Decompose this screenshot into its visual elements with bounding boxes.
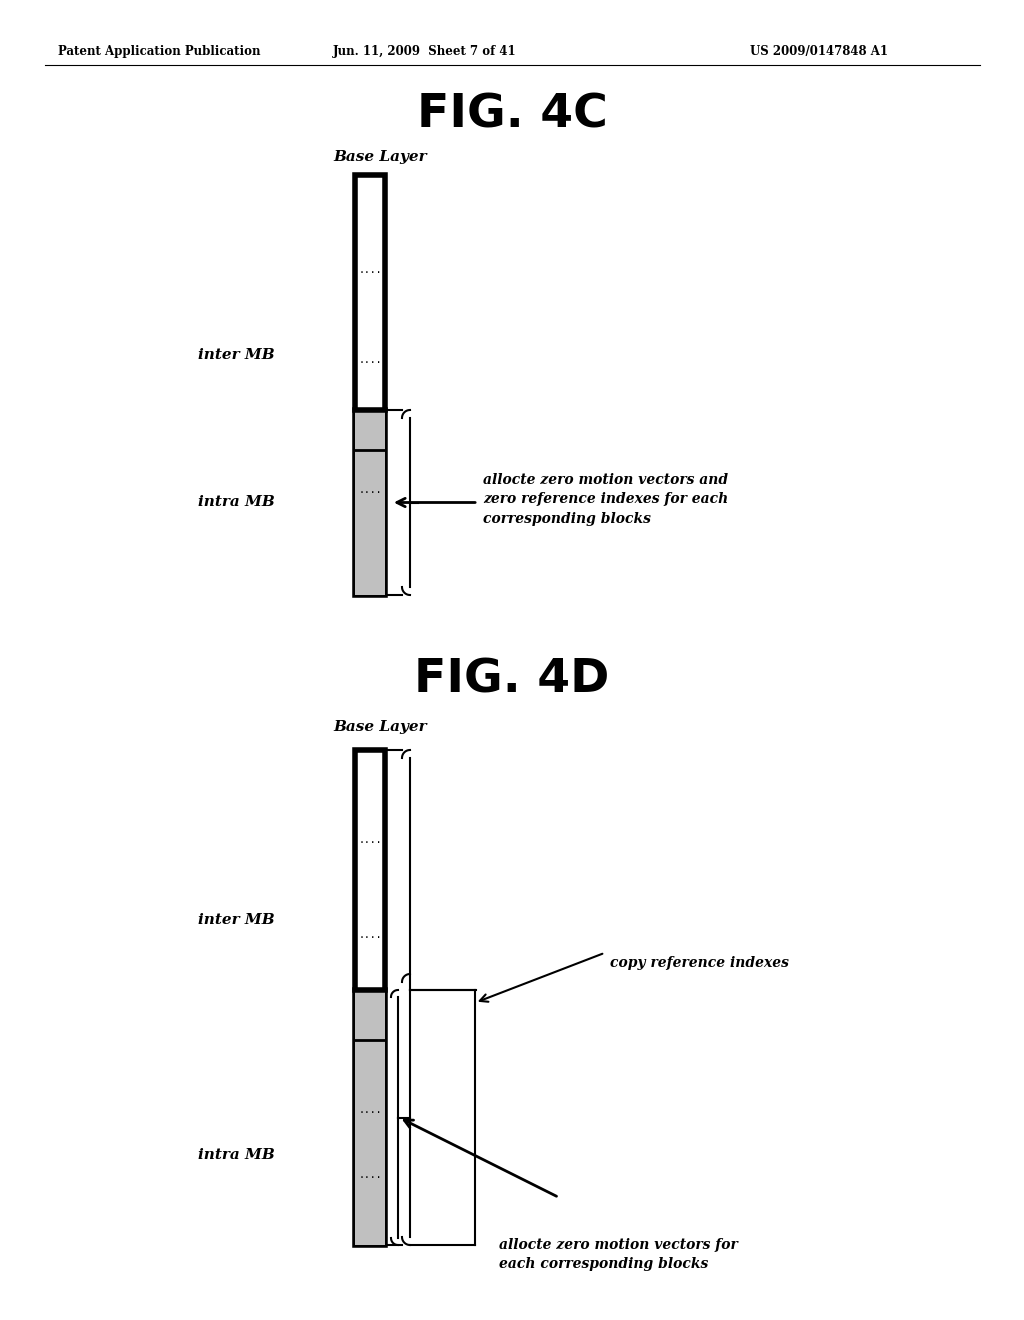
Bar (355, 990, 385, 1245)
Text: Base Layer: Base Layer (333, 150, 427, 164)
Bar (355, 411, 385, 595)
Text: Base Layer: Base Layer (333, 719, 427, 734)
Text: inter MB: inter MB (199, 913, 275, 927)
Text: US 2009/0147848 A1: US 2009/0147848 A1 (750, 45, 888, 58)
Text: ....: .... (358, 265, 382, 275)
Text: intra MB: intra MB (199, 1148, 275, 1162)
Text: ....: .... (358, 484, 382, 495)
Text: inter MB: inter MB (199, 348, 275, 362)
Text: ....: .... (358, 1105, 382, 1115)
Text: copy reference indexes: copy reference indexes (610, 956, 788, 970)
Text: allocte zero motion vectors for
each corresponding blocks: allocte zero motion vectors for each cor… (499, 1238, 737, 1271)
Text: Jun. 11, 2009  Sheet 7 of 41: Jun. 11, 2009 Sheet 7 of 41 (333, 45, 517, 58)
Text: FIG. 4C: FIG. 4C (417, 92, 607, 137)
Text: ....: .... (358, 836, 382, 845)
Bar (355, 750, 385, 1245)
Text: Patent Application Publication: Patent Application Publication (58, 45, 260, 58)
Text: ....: .... (358, 355, 382, 366)
Text: allocte zero motion vectors and
zero reference indexes for each
corresponding bl: allocte zero motion vectors and zero ref… (483, 473, 728, 525)
Bar (355, 176, 385, 595)
Text: ....: .... (358, 931, 382, 940)
Text: FIG. 4D: FIG. 4D (415, 657, 609, 702)
Text: intra MB: intra MB (199, 495, 275, 510)
Text: ....: .... (358, 1170, 382, 1180)
